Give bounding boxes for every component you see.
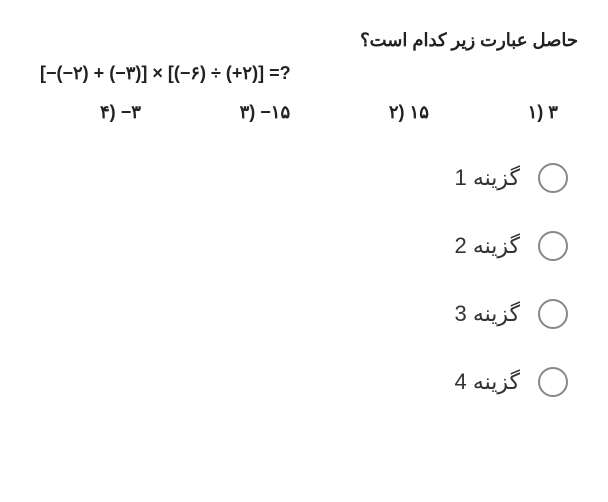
option-4-label: گزینه 4 xyxy=(454,369,520,395)
radio-icon xyxy=(538,367,568,397)
radio-icon xyxy=(538,299,568,329)
radio-icon xyxy=(538,231,568,261)
option-2-label: گزینه 2 xyxy=(454,233,520,259)
inline-answers: ۱) ۳ ۲) ۱۵ ۳) −۱۵ ۴) −۳ xyxy=(30,102,578,123)
radio-options: گزینه 1 گزینه 2 گزینه 3 گزینه 4 xyxy=(30,163,578,397)
option-1-label: گزینه 1 xyxy=(454,165,520,191)
option-2[interactable]: گزینه 2 xyxy=(454,231,568,261)
option-1[interactable]: گزینه 1 xyxy=(454,163,568,193)
math-expression: [−(−۲) + (−۳)] × [(−۶) ÷ (+۲)] =? xyxy=(30,63,578,84)
radio-icon xyxy=(538,163,568,193)
answer-1: ۱) ۳ xyxy=(528,102,558,123)
answer-4: ۴) −۳ xyxy=(100,102,141,123)
answer-2: ۲) ۱۵ xyxy=(389,102,429,123)
option-3-label: گزینه 3 xyxy=(454,301,520,327)
option-4[interactable]: گزینه 4 xyxy=(454,367,568,397)
answer-3: ۳) −۱۵ xyxy=(240,102,291,123)
question-prompt: حاصل عبارت زیر کدام است؟ xyxy=(30,30,578,51)
option-3[interactable]: گزینه 3 xyxy=(454,299,568,329)
